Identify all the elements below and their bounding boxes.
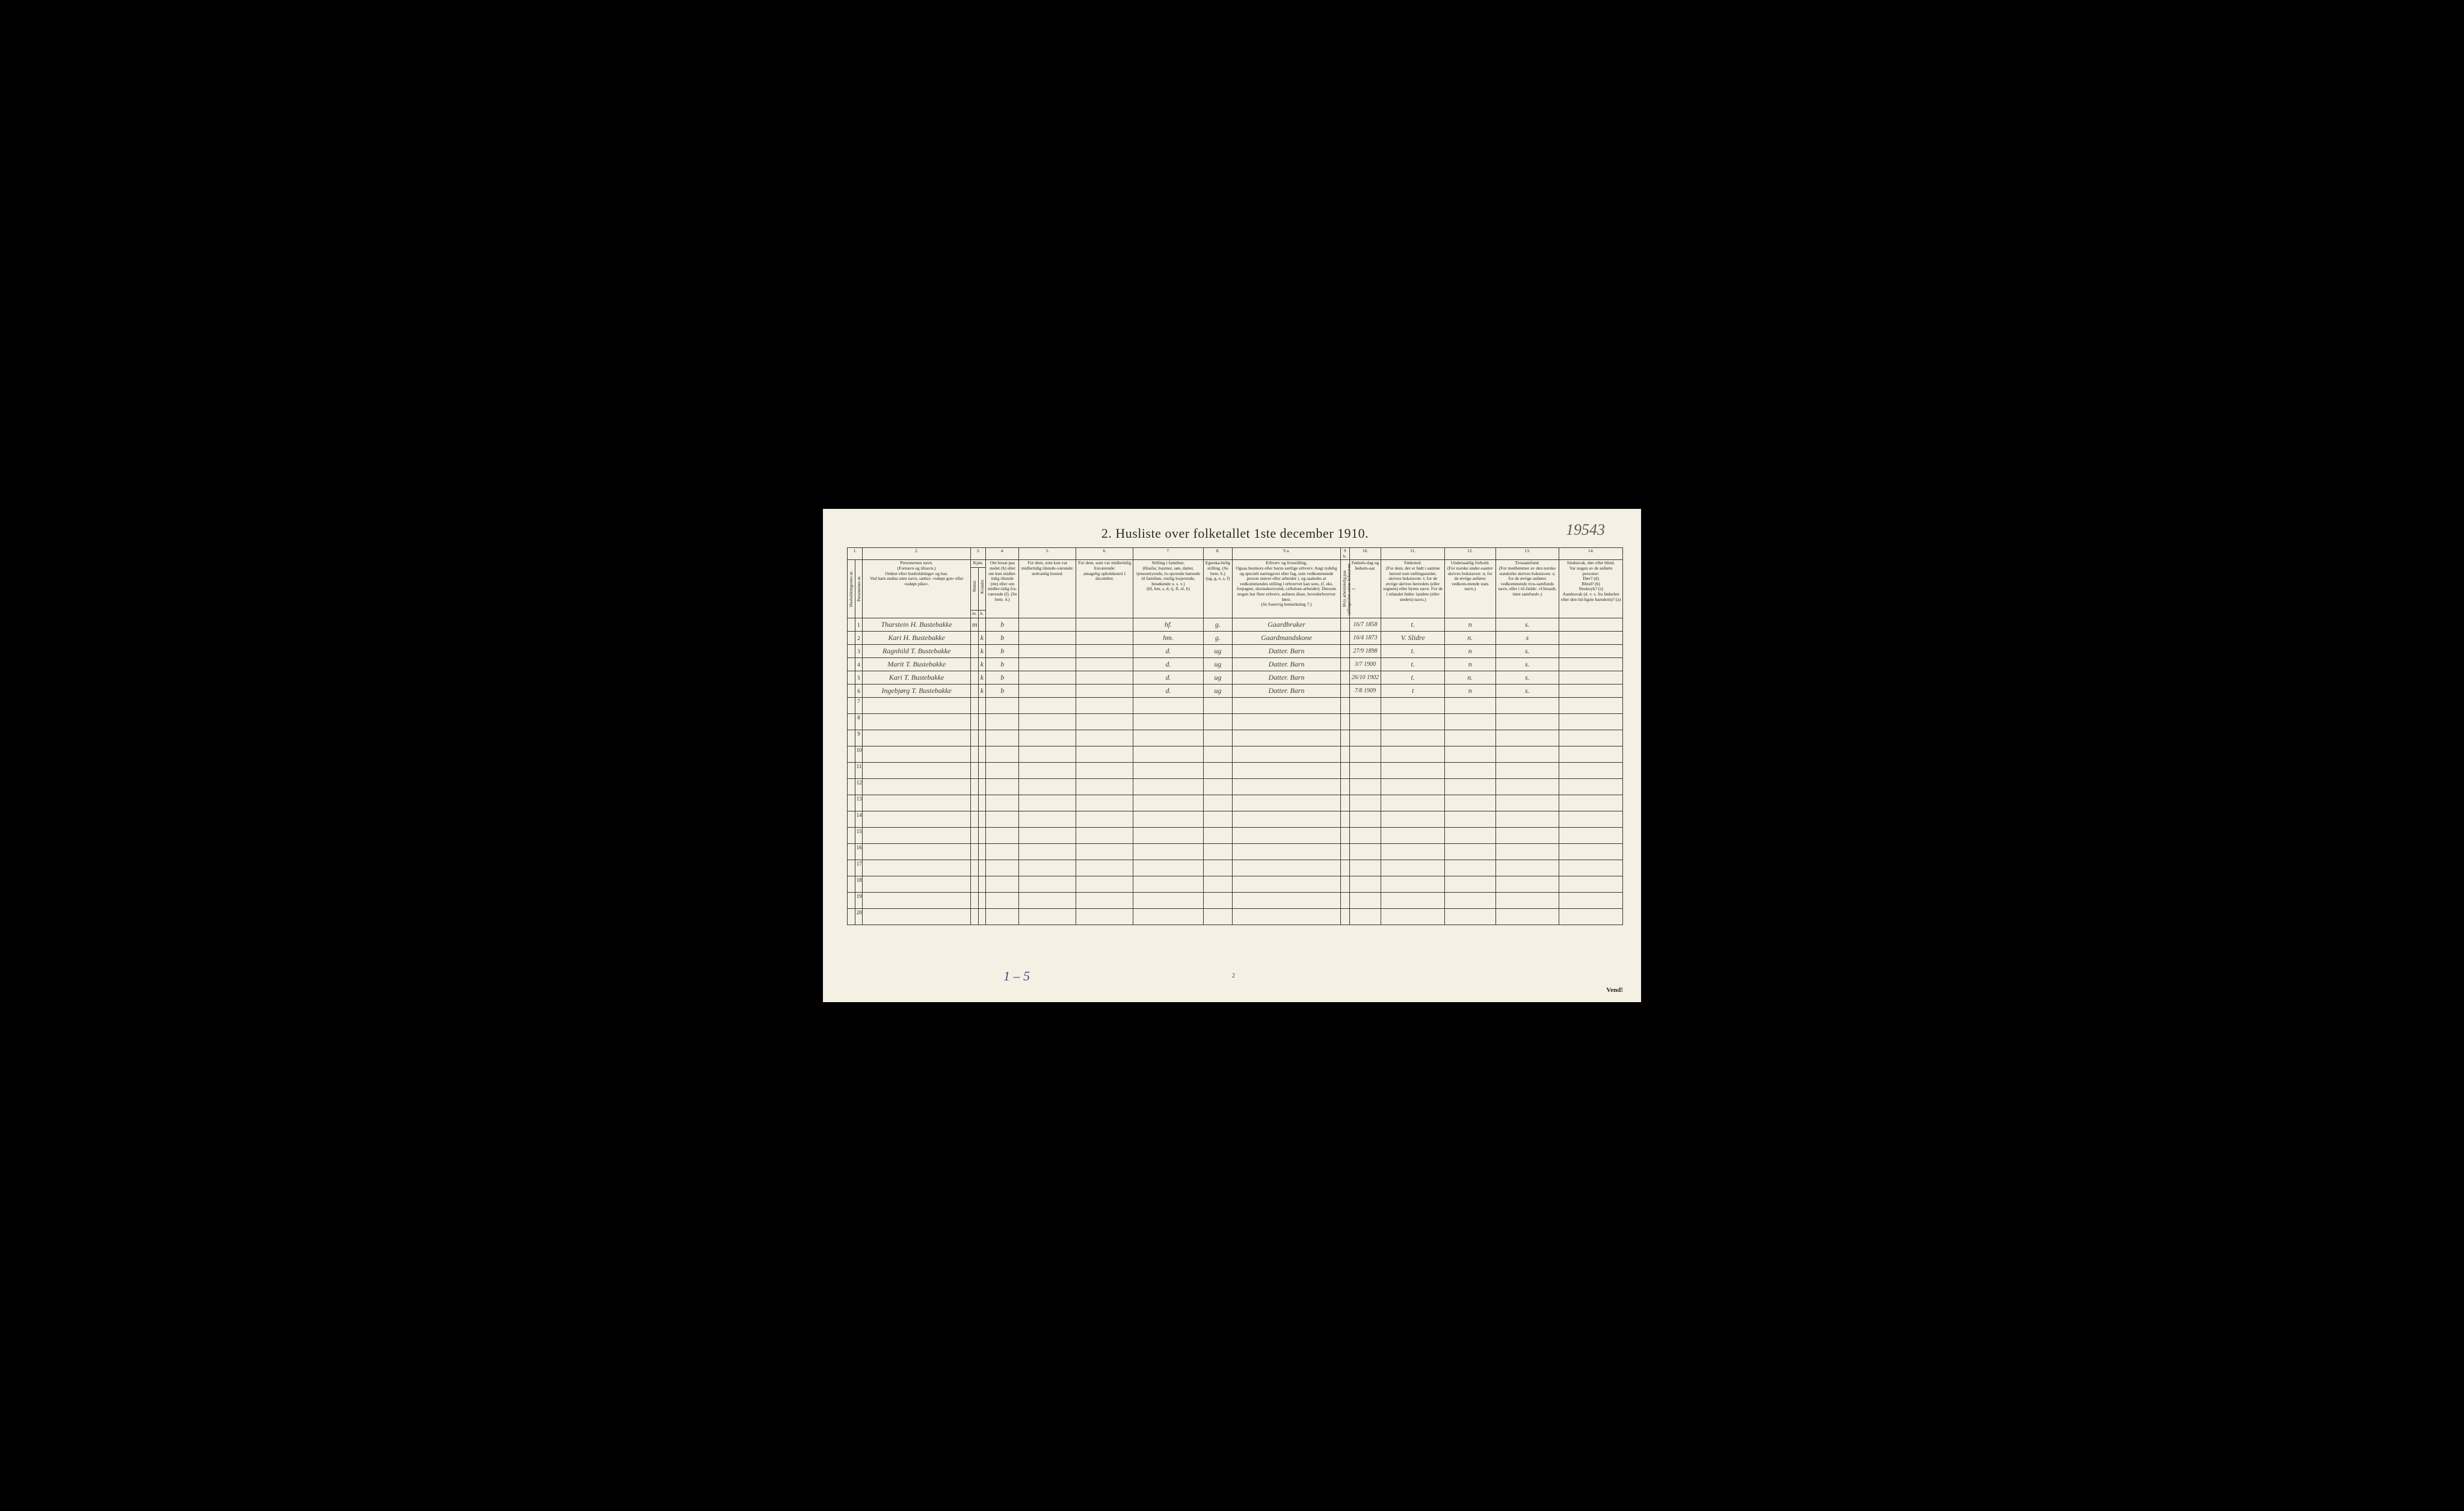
- census-table: 1. 2. 3. 4. 5. 6. 7. 8. 9 a. 9 b. 10. 11…: [847, 547, 1623, 925]
- table-row: 11: [848, 763, 1623, 779]
- colnum-14: 14.: [1559, 548, 1623, 560]
- annotation-bottom-left: 1 – 5: [1003, 968, 1030, 984]
- table-row: 20: [848, 909, 1623, 925]
- hdr-midl-frav: For dem, som var midlertidig fraværende:…: [1076, 560, 1133, 618]
- table-row: 3Ragnhild T. Bustebakkekbd.ugDatter. Bar…: [848, 645, 1623, 658]
- colnum-13: 13.: [1495, 548, 1559, 560]
- hdr-m: m.: [970, 611, 978, 618]
- hdr-stilling-fam: Stilling i familien. (Husfar, husmor, sø…: [1133, 560, 1203, 618]
- table-row: 5Kari T. Bustebakkekbd.ugDatter. Barn26/…: [848, 671, 1623, 685]
- colnum-12: 12.: [1445, 548, 1496, 560]
- hdr-maend: Mænd.: [972, 568, 978, 604]
- header-row-main: Husholdningernes nr. Personernes nr. Per…: [848, 560, 1623, 568]
- table-row: 18: [848, 876, 1623, 893]
- table-row: 14: [848, 811, 1623, 828]
- colnum-11: 11.: [1381, 548, 1445, 560]
- hdr-kjon: Kjøn.: [970, 560, 985, 568]
- table-row: 12: [848, 779, 1623, 795]
- hdr-undersaat: Undersaatlig forhold. (For norske under-…: [1445, 560, 1496, 618]
- table-row: 7: [848, 698, 1623, 714]
- column-number-row: 1. 2. 3. 4. 5. 6. 7. 8. 9 a. 9 b. 10. 11…: [848, 548, 1623, 560]
- colnum-1: 1.: [848, 548, 863, 560]
- hdr-kvinder: Kvinder.: [980, 568, 986, 604]
- hdr-trossamfund: Trossamfund. (For medlemmer av den norsk…: [1495, 560, 1559, 618]
- table-row: 15: [848, 828, 1623, 844]
- annotation-top-right: 19543: [1566, 521, 1605, 539]
- hdr-midl-tilstede: For dem, som kun var midlertidig tilsted…: [1019, 560, 1076, 618]
- hdr-egteskab: Egteska-belig stilling. (Se bem. 6.) (ug…: [1203, 560, 1233, 618]
- vend-label: Vend!: [1606, 986, 1623, 994]
- table-row: 2Kari H. Bustebakkekbhm.g.Gaardmandskone…: [848, 632, 1623, 645]
- table-row: 6Ingebjørg T. Bustebakkekbd.ugDatter. Ba…: [848, 685, 1623, 698]
- colnum-10: 10.: [1349, 548, 1381, 560]
- hdr-sindssvak: Sindssvak, døv eller blind. Var nogen av…: [1559, 560, 1623, 618]
- table-row: 13: [848, 795, 1623, 811]
- page-number: 2: [1232, 973, 1235, 979]
- colnum-4: 4.: [986, 548, 1019, 560]
- colnum-5: 5.: [1019, 548, 1076, 560]
- hdr-bosat: Om bosat paa stedet (b) eller om kun mid…: [986, 560, 1019, 618]
- table-row: 9: [848, 730, 1623, 746]
- table-row: 4Marit T. Bustebakkekbd.ugDatter. Barn3/…: [848, 658, 1623, 671]
- table-row: 1Tharstein H. Bustebakkembhf.g.Gaardbruk…: [848, 618, 1623, 632]
- table-row: 19: [848, 893, 1623, 909]
- colnum-9b: 9 b.: [1340, 548, 1349, 560]
- table-row: 17: [848, 860, 1623, 876]
- hdr-k: k.: [978, 611, 986, 618]
- colnum-6: 6.: [1076, 548, 1133, 560]
- colnum-8: 8.: [1203, 548, 1233, 560]
- page-title: 2. Husliste over folketallet 1ste decemb…: [847, 526, 1623, 541]
- hdr-fodested: Fødested. (For dem, der er født i samme …: [1381, 560, 1445, 618]
- colnum-7: 7.: [1133, 548, 1203, 560]
- table-row: 10: [848, 746, 1623, 763]
- census-page: 19543 2. Husliste over folketallet 1ste …: [823, 509, 1641, 1002]
- table-row: 8: [848, 714, 1623, 730]
- hdr-husholdning-nr: Husholdningernes nr.: [849, 561, 855, 617]
- hdr-personer-nr: Personernes nr.: [857, 561, 863, 617]
- table-row: 16: [848, 844, 1623, 860]
- colnum-3: 3.: [970, 548, 985, 560]
- hdr-arbeidsledig: Hvis arbeidsledig paa tællingstiden sætt…: [1342, 561, 1357, 617]
- colnum-2: 2.: [863, 548, 971, 560]
- hdr-erhverv: Erhverv og livsstilling. Ogsaa husmors e…: [1233, 560, 1341, 618]
- colnum-9a: 9 a.: [1233, 548, 1341, 560]
- hdr-navn: Personernes navn. (Fornavn og tilnavn.) …: [863, 560, 971, 618]
